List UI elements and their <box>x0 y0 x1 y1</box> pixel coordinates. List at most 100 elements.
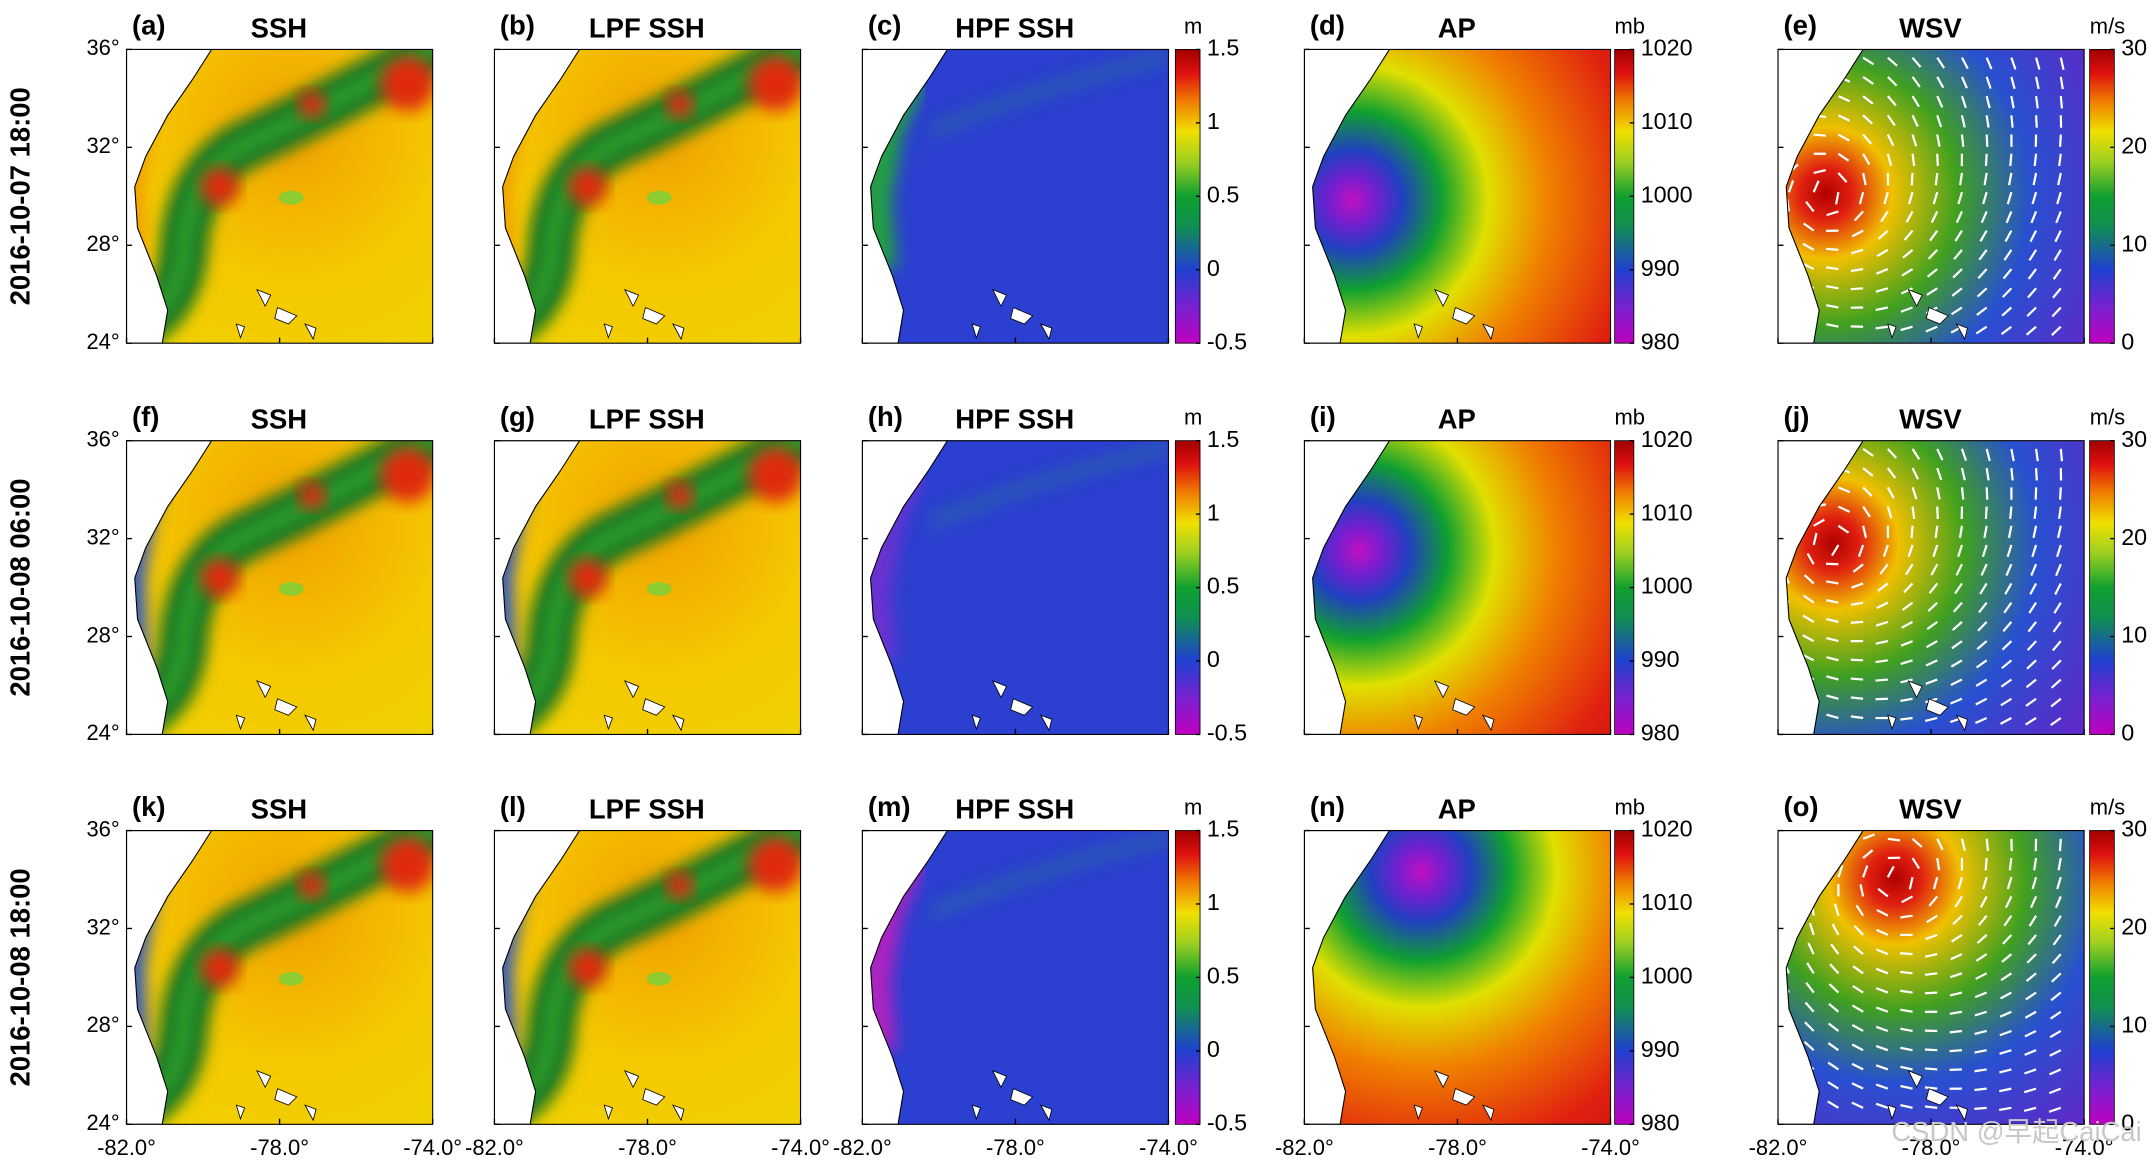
wind-arrow <box>2050 717 2062 727</box>
wind-arrow <box>1875 1102 1889 1109</box>
map-panel <box>494 49 801 344</box>
panel-tag: (l) <box>500 791 526 822</box>
wind-arrow <box>1852 984 1864 994</box>
wind-arrow <box>1900 914 1913 919</box>
wind-arrow <box>1862 114 1873 125</box>
wind-arrow <box>1850 677 1864 681</box>
wind-arrow <box>2055 211 2062 224</box>
x-tick-label: -74.0° <box>1581 1135 1640 1160</box>
eddy <box>200 167 240 206</box>
wind-arrow <box>1985 57 1993 70</box>
wind-arrow <box>1876 601 1889 610</box>
wind-arrow <box>1805 982 1815 994</box>
wind-arrow <box>1900 640 1913 647</box>
wind-arrow <box>1862 75 1874 85</box>
wind-arrow <box>1886 506 1893 519</box>
wind-arrow <box>1862 833 1876 840</box>
eddy-low <box>278 971 304 986</box>
wind-arrow <box>2059 134 2062 147</box>
eddy <box>298 871 326 900</box>
wind-arrow <box>1957 876 1964 890</box>
colorbar-tick-label: 10 <box>2121 1012 2147 1038</box>
wind-arrow <box>2054 230 2062 243</box>
colorbar-tick-label: -0.5 <box>1207 328 1247 354</box>
wind-arrow <box>1976 640 1988 650</box>
wind-arrow <box>1875 1006 1889 1013</box>
wind-arrow <box>1974 1068 1987 1073</box>
wind-arrow <box>1879 563 1889 575</box>
wind-arrow <box>1859 884 1865 897</box>
y-tick-label: 32° <box>86 133 119 158</box>
x-tick-label: -82.0° <box>1275 1135 1334 1160</box>
wind-arrow <box>2033 506 2038 519</box>
wind-arrow <box>2049 1030 2062 1039</box>
wind-arrow <box>1936 153 1939 167</box>
colorbar-tick-label: 0 <box>1207 646 1220 672</box>
colorbar-tick-label: 1020 <box>1641 35 1693 61</box>
wind-arrow <box>1862 849 1874 859</box>
panel-title: WSV <box>1899 404 1962 435</box>
colorbar-tick-label: 1010 <box>1641 499 1693 525</box>
island <box>1907 288 1923 308</box>
colorbar-tick-label: 1.5 <box>1207 35 1239 61</box>
wind-arrow <box>2006 191 2013 205</box>
wind-arrow <box>1830 943 1840 955</box>
colorbar-tick-label: 980 <box>1641 328 1680 354</box>
wind-arrow <box>1949 972 1963 979</box>
wind-arrow <box>1936 838 1944 851</box>
wind-arrow <box>2049 1049 2062 1057</box>
wind-arrow <box>1826 599 1839 604</box>
wind-arrow <box>1875 1045 1889 1052</box>
eddy <box>380 56 433 112</box>
wind-arrow <box>1805 201 1815 213</box>
wind-arrow <box>2023 1106 2037 1113</box>
island <box>672 714 685 732</box>
wind-arrow <box>2032 525 2038 539</box>
island <box>1925 698 1949 716</box>
wind-arrow <box>1911 134 1918 147</box>
island <box>971 323 981 339</box>
wind-arrow <box>1982 876 1988 890</box>
x-tick-label: -82.0° <box>97 1135 156 1160</box>
land <box>862 49 949 344</box>
wind-arrow <box>1808 922 1815 936</box>
wind-arrow <box>2029 582 2038 595</box>
wind-arrow <box>1985 448 1991 462</box>
panel-title: AP <box>1438 12 1476 43</box>
island <box>1887 323 1897 339</box>
island <box>1010 306 1034 325</box>
eddy <box>666 481 694 510</box>
wind-arrow <box>1951 621 1963 631</box>
island <box>235 714 246 731</box>
wind-arrow <box>1837 505 1851 513</box>
wind-arrow <box>1901 895 1914 904</box>
wind-arrow <box>1975 972 1988 980</box>
wind-arrow <box>1975 953 1988 962</box>
wind-arrow <box>1925 325 1938 333</box>
wind-arrow <box>1850 601 1864 606</box>
wind-arrow <box>1900 1027 1913 1033</box>
land <box>1304 440 1391 735</box>
land <box>1778 440 1864 735</box>
wind-arrow <box>1954 895 1963 908</box>
island <box>1039 714 1053 732</box>
panel-title: HPF SSH <box>955 794 1074 825</box>
wind-arrow <box>2031 544 2038 558</box>
wind-arrow <box>1982 191 1988 205</box>
panel-title: AP <box>1438 794 1476 825</box>
wind-arrow <box>2026 659 2037 670</box>
eddy <box>298 481 326 510</box>
wind-arrow <box>2025 972 2037 982</box>
island <box>1955 1104 1968 1122</box>
wind-arrow <box>1850 658 1864 662</box>
x-tick-label: -82.0° <box>1749 1135 1808 1160</box>
wind-arrow <box>1900 287 1914 295</box>
wind-arrow <box>1955 563 1963 576</box>
wind-arrow <box>1927 249 1939 260</box>
wind-arrow <box>1975 697 1988 706</box>
x-tick-label: -78.0° <box>618 1135 677 1160</box>
map-panel <box>862 440 1169 735</box>
wind-arrow <box>2027 621 2037 633</box>
